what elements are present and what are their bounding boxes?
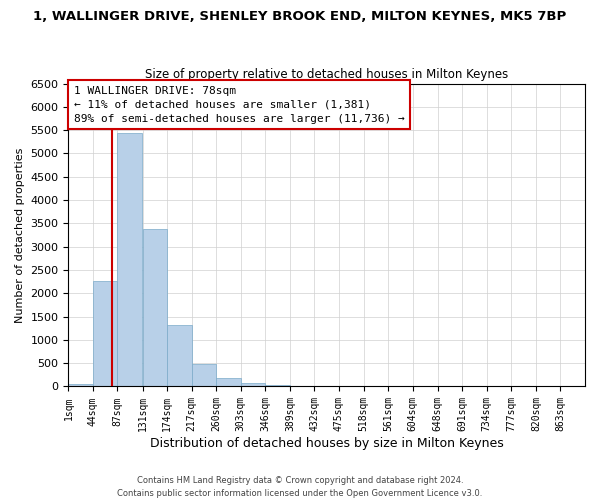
Text: Contains HM Land Registry data © Crown copyright and database right 2024.
Contai: Contains HM Land Registry data © Crown c… — [118, 476, 482, 498]
Bar — [216, 378, 241, 386]
Bar — [241, 382, 265, 386]
Bar — [265, 385, 290, 386]
X-axis label: Distribution of detached houses by size in Milton Keynes: Distribution of detached houses by size … — [150, 437, 503, 450]
Bar — [143, 229, 167, 386]
Bar — [192, 364, 216, 386]
Text: 1 WALLINGER DRIVE: 78sqm
← 11% of detached houses are smaller (1,381)
89% of sem: 1 WALLINGER DRIVE: 78sqm ← 11% of detach… — [74, 86, 404, 124]
Text: 1, WALLINGER DRIVE, SHENLEY BROOK END, MILTON KEYNES, MK5 7BP: 1, WALLINGER DRIVE, SHENLEY BROOK END, M… — [34, 10, 566, 23]
Y-axis label: Number of detached properties: Number of detached properties — [15, 148, 25, 322]
Bar — [68, 384, 93, 386]
Bar — [93, 280, 118, 386]
Bar — [167, 326, 192, 386]
Bar — [118, 134, 142, 386]
Title: Size of property relative to detached houses in Milton Keynes: Size of property relative to detached ho… — [145, 68, 508, 81]
